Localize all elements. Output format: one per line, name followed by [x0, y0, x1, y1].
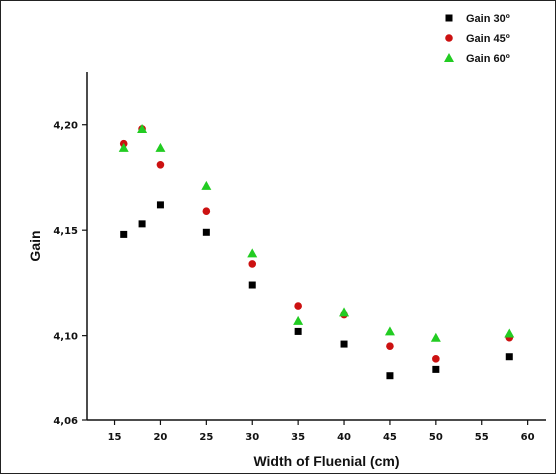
data-point — [339, 307, 350, 317]
data-point — [120, 230, 128, 238]
data-point — [386, 372, 394, 380]
axes — [86, 72, 546, 421]
legend: Gain 30º Gain 45º Gain 60º — [444, 13, 510, 65]
data-point — [156, 161, 165, 169]
legend-marker — [445, 14, 453, 22]
x-tick-label: 15 — [108, 432, 122, 443]
y-tick-label: 4,20 — [53, 121, 78, 132]
x-tick-label: 55 — [475, 432, 489, 443]
y-tick-label: 4,15 — [53, 226, 78, 237]
data-point — [248, 281, 256, 289]
legend-label: Gain 45º — [466, 33, 510, 45]
x-tick-label: 35 — [291, 432, 305, 443]
data-point — [201, 180, 212, 190]
data-point — [202, 228, 210, 236]
y-tick-label: 4,06 — [53, 416, 78, 427]
data-point — [118, 142, 129, 152]
data-point — [294, 302, 302, 310]
data-point — [430, 332, 441, 342]
data-point — [432, 365, 440, 373]
x-axis-title: Width of Fluenial (cm) — [253, 453, 399, 469]
x-tick-label: 20 — [153, 432, 167, 443]
data-point — [137, 123, 148, 133]
data-point — [505, 353, 513, 361]
legend-marker — [445, 34, 453, 42]
y-axis-title: Gain — [27, 230, 43, 261]
data-point — [155, 142, 166, 152]
x-tick-label: 25 — [199, 432, 213, 443]
x-tick-label: 60 — [521, 432, 535, 443]
data-point — [504, 328, 515, 338]
data-point — [202, 207, 211, 215]
y-tick-label: 4,10 — [53, 332, 78, 343]
data-point — [384, 326, 395, 336]
data-point — [293, 315, 304, 325]
data-point — [138, 220, 146, 228]
ticks: 15 20 25 30 35 40 45 50 55 60 4,06 4,10 4,15 4,20 — [53, 121, 534, 443]
legend-label: Gain 60º — [466, 53, 510, 65]
x-tick-label: 45 — [383, 432, 397, 443]
data-point — [247, 248, 258, 258]
legend-label: Gain 30º — [466, 13, 510, 25]
x-tick-label: 40 — [337, 432, 351, 443]
x-tick-label: 30 — [245, 432, 259, 443]
legend-marker — [444, 53, 454, 62]
data-point — [340, 340, 348, 348]
data-point — [386, 342, 394, 350]
data-point — [156, 201, 164, 209]
data-point — [432, 355, 440, 363]
x-tick-label: 50 — [429, 432, 443, 443]
data-point — [248, 260, 257, 268]
data-point — [294, 327, 302, 335]
data-marks — [118, 123, 515, 380]
